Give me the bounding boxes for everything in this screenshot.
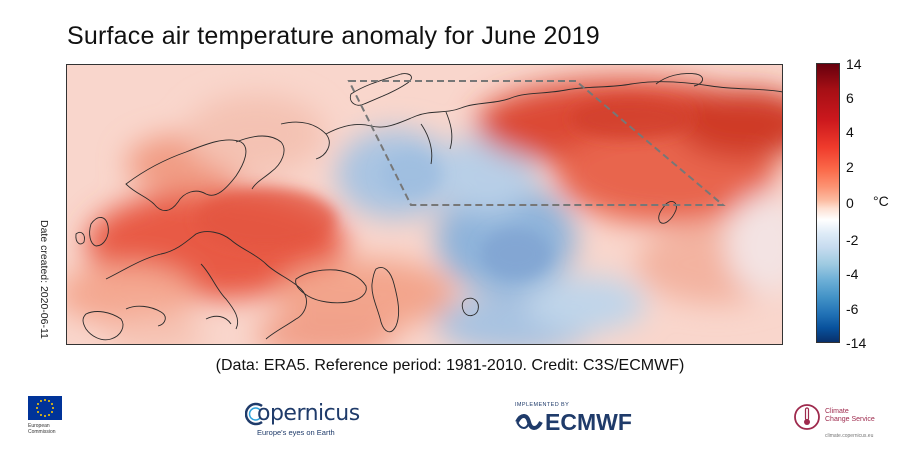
temperature-anomaly-map bbox=[66, 64, 783, 345]
copernicus-tagline: Europe's eyes on Earth bbox=[257, 428, 335, 437]
copernicus-c-icon bbox=[245, 402, 263, 426]
c3s-name-line1: Climate bbox=[825, 408, 849, 415]
data-credit-caption: (Data: ERA5. Reference period: 1981-2010… bbox=[215, 357, 685, 374]
map-svg bbox=[66, 64, 783, 345]
european-commission-logo[interactable]: European Commission bbox=[14, 396, 74, 444]
colorbar-tick: 4 bbox=[846, 124, 854, 140]
map-frame bbox=[66, 64, 783, 345]
colorbar-tick: -2 bbox=[846, 232, 859, 248]
colorbar-tick: 2 bbox=[846, 159, 854, 175]
ecmwf-wave-icon bbox=[515, 414, 543, 430]
colorbar-tick: -4 bbox=[846, 266, 859, 282]
eu-logo-text: European Commission bbox=[28, 423, 56, 435]
colorbar bbox=[816, 63, 840, 343]
ecmwf-implemented-label: IMPLEMENTED BY bbox=[515, 402, 570, 408]
colorbar-tick: 14 bbox=[846, 56, 862, 72]
eu-flag-icon bbox=[28, 396, 62, 420]
colorbar-tick: 0 bbox=[846, 195, 854, 211]
climate-change-service-logo[interactable]: Climate Change Service climate.copernicu… bbox=[793, 400, 893, 442]
anomaly-field bbox=[66, 79, 783, 345]
highlight-region-box bbox=[347, 80, 726, 206]
copernicus-name: opernicus bbox=[257, 401, 360, 426]
c3s-name: Climate Change Service bbox=[825, 408, 875, 424]
coastlines bbox=[75, 73, 783, 341]
colorbar-tick: -14 bbox=[846, 335, 867, 351]
c3s-name-line2: Change Service bbox=[825, 416, 875, 423]
colorbar-tick: -6 bbox=[846, 301, 859, 317]
c3s-thermometer-icon bbox=[794, 404, 820, 430]
date-created-label: Date created: 2020-06-11 bbox=[38, 220, 50, 339]
ecmwf-name: ECMWF bbox=[545, 409, 632, 435]
copernicus-logo[interactable]: opernicus Europe's eyes on Earth bbox=[245, 398, 375, 438]
colorbar-tick: 6 bbox=[846, 90, 854, 106]
colorbar-unit: °C bbox=[873, 193, 889, 209]
map-title: Surface air temperature anomaly for June… bbox=[67, 22, 600, 50]
ecmwf-logo[interactable]: IMPLEMENTED BY ECMWF bbox=[515, 402, 655, 438]
c3s-url: climate.copernicus.eu bbox=[825, 433, 874, 439]
